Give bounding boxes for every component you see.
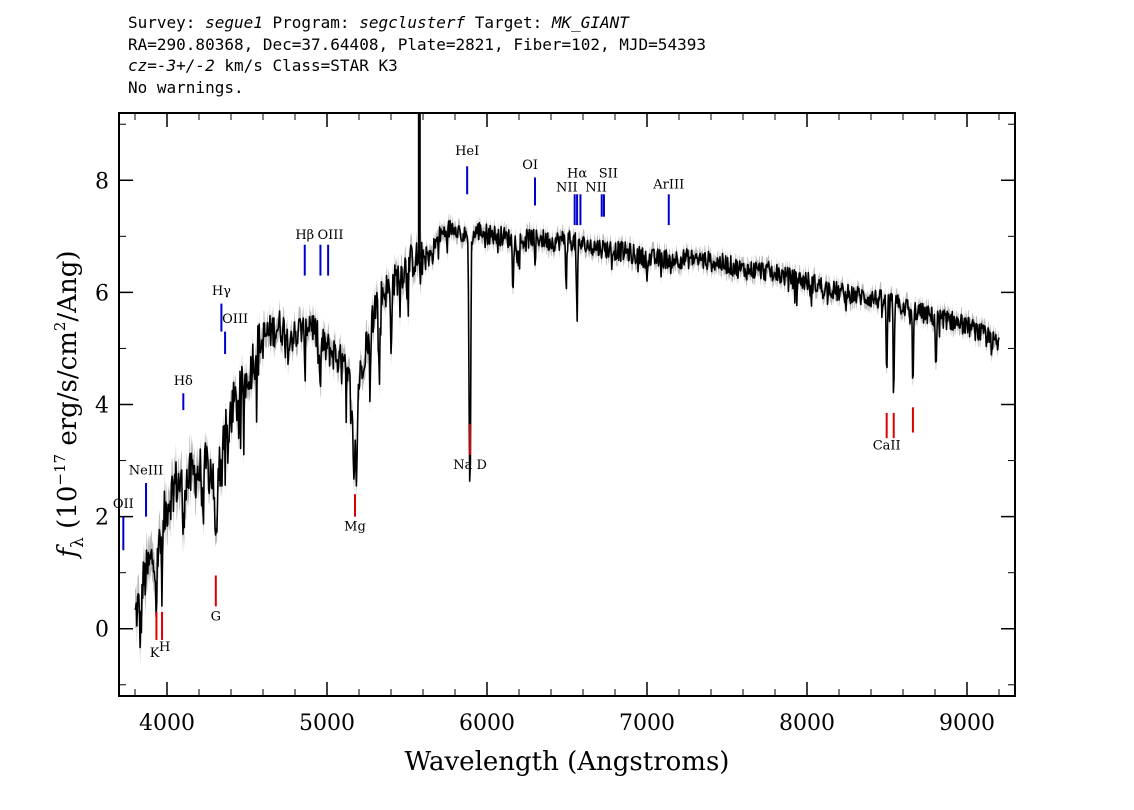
survey-label: Survey: <box>128 13 206 32</box>
emission-line-label: OII <box>113 497 134 512</box>
x-tick-label: 4000 <box>139 711 195 736</box>
spectrum-header: Survey: segue1 Program: segclusterf Targ… <box>128 12 1028 98</box>
absorption-line-label: K <box>150 646 160 661</box>
survey-value: segue1 <box>205 13 263 32</box>
y-axis-title: fλ (10−17 erg/s/cm2/Ang) <box>51 251 88 560</box>
emission-line-label: NII <box>556 180 578 195</box>
x-tick-label: 9000 <box>939 711 995 736</box>
emission-line-label: NeIII <box>129 464 163 479</box>
absorption-line-label: Na D <box>453 458 487 473</box>
x-tick-label: 8000 <box>779 711 835 736</box>
absorption-line-label: G <box>211 609 221 624</box>
program-label: Program: <box>262 13 360 32</box>
emission-line-label: SII <box>599 166 618 181</box>
x-tick-label: 7000 <box>619 711 675 736</box>
emission-line-label: HeI <box>455 144 479 159</box>
header-line-coordinates: RA=290.80368, Dec=37.64408, Plate=2821, … <box>128 34 706 54</box>
redshift-value: cz=-3+/-2 <box>128 56 215 75</box>
y-tick-label: 8 <box>95 169 109 194</box>
program-value: segclusterf <box>359 13 466 32</box>
y-tick-label: 0 <box>95 618 109 643</box>
absorption-line-label: H <box>159 640 170 655</box>
x-tick-label: 6000 <box>459 711 515 736</box>
header-line-survey: Survey: segue1 Program: segclusterf Targ… <box>128 12 1028 34</box>
emission-line-label: Hδ <box>174 374 193 389</box>
x-axis-title: Wavelength (Angstroms) <box>405 747 730 777</box>
plot-frame <box>118 112 1016 697</box>
emission-line-label: OI <box>522 158 538 173</box>
y-tick-label: 4 <box>95 394 109 419</box>
target-label: Target: <box>465 13 552 32</box>
emission-line-label: Hβ <box>295 228 314 243</box>
header-line-redshift: cz=-3+/-2 km/s Class=STAR K3 <box>128 55 1028 77</box>
emission-line-label: ArIII <box>652 178 684 193</box>
y-tick-label: 6 <box>95 281 109 306</box>
x-tick-label: 5000 <box>299 711 355 736</box>
axes: 4000 5000 6000 7000 8000 9000 0 2 4 6 8 <box>95 113 1015 736</box>
flux-series <box>134 219 1000 649</box>
emission-line-label: Hγ <box>212 284 231 299</box>
emission-line-label: NII <box>585 180 607 195</box>
emission-line-label: OIII <box>222 312 248 327</box>
y-tick-label: 2 <box>95 506 109 531</box>
flux-layer <box>134 113 1000 649</box>
emission-line-label: Hα <box>567 166 587 181</box>
absorption-line-label: Mg <box>344 520 366 535</box>
absorption-line-label: CaII <box>873 438 901 453</box>
emission-line-label: OIII <box>317 228 343 243</box>
header-line-warnings: No warnings. <box>128 77 244 97</box>
target-value: MK_GIANT <box>551 13 629 32</box>
class-text: km/s Class=STAR K3 <box>214 56 398 75</box>
